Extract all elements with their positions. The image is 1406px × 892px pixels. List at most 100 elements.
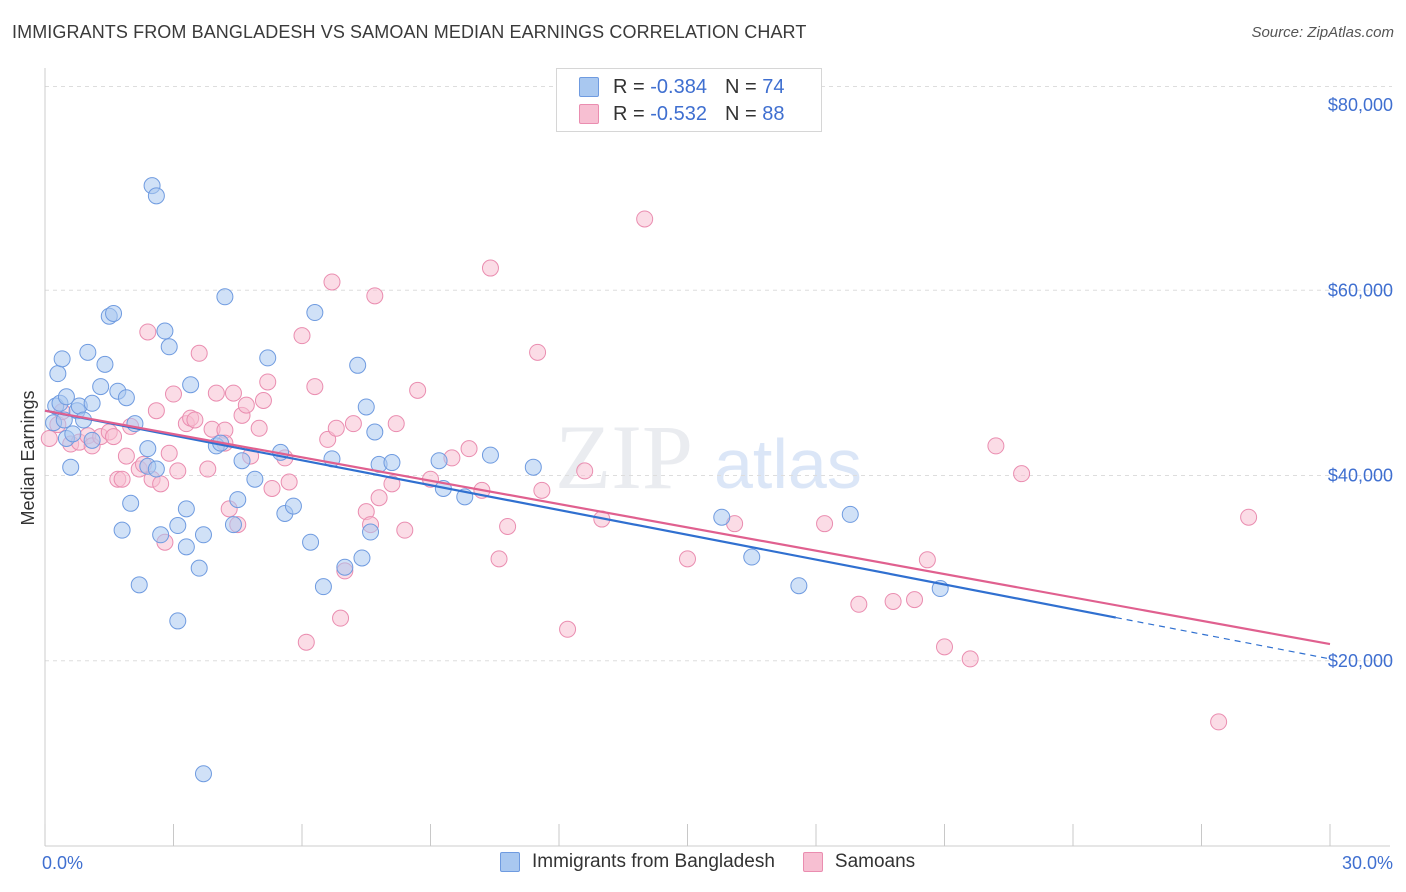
samoans-point: [636, 210, 654, 228]
gridlines: [45, 86, 1392, 662]
bangladesh-point: [259, 349, 277, 367]
samoans-point: [344, 415, 362, 433]
bangladesh-point: [147, 460, 165, 478]
samoans-point: [323, 273, 341, 291]
bangladesh-point: [524, 458, 542, 476]
legend-stats: R = -0.384 N = 74 R = -0.532 N = 88: [556, 68, 822, 132]
y-tick-label: $20,000: [1328, 651, 1393, 671]
y-tick-label: $60,000: [1328, 280, 1393, 300]
bangladesh-point: [177, 538, 195, 556]
samoans-points: [40, 210, 1258, 731]
samoans-point: [40, 429, 58, 447]
samoans-point: [529, 343, 547, 361]
samoans-point: [481, 259, 499, 277]
samoans-point: [1013, 465, 1031, 483]
bangladesh-point: [383, 454, 401, 472]
watermark-zip: ZIP: [555, 406, 693, 508]
samoans-point: [250, 419, 268, 437]
bangladesh-point: [224, 516, 242, 534]
bangladesh-point: [92, 378, 110, 396]
samoans-point: [533, 481, 551, 499]
legend-n-label: N =: [724, 102, 757, 125]
samoans-point: [936, 638, 953, 656]
samoans-point: [884, 592, 902, 610]
legend-item-bangladesh[interactable]: Immigrants from Bangladesh: [500, 851, 775, 873]
samoans-point: [576, 462, 594, 480]
legend-swatch-pink: [579, 104, 599, 124]
legend-row-samoans: R = -0.532 N = 88: [579, 102, 784, 126]
samoans-point: [254, 392, 272, 410]
bangladesh-point: [177, 500, 195, 518]
samoans-point: [490, 550, 508, 568]
samoans-point: [961, 650, 979, 668]
bangladesh-point: [194, 765, 212, 783]
bangladesh-point: [147, 187, 165, 205]
legend-r-label: R =: [613, 102, 645, 125]
bangladesh-point: [83, 394, 101, 412]
bangladesh-point: [229, 491, 247, 509]
bangladesh-point: [139, 440, 157, 458]
bangladesh-point: [130, 576, 148, 594]
samoans-point: [327, 419, 345, 437]
legend-item-samoans[interactable]: Samoans: [802, 851, 916, 873]
bangladesh-trend-line: [44, 409, 1117, 619]
samoans-point: [169, 462, 187, 480]
legend-swatch-pink: [802, 852, 823, 872]
bangladesh-point: [306, 304, 324, 322]
bangladesh-point: [841, 505, 859, 523]
bangladesh-point: [57, 388, 75, 406]
samoans-point: [207, 384, 225, 402]
bangladesh-point: [160, 338, 178, 356]
samoans-point: [306, 378, 324, 396]
bangladesh-point: [190, 559, 208, 577]
legend-swatch-blue: [500, 852, 520, 872]
samoans-point: [237, 396, 255, 414]
samoans-point: [259, 373, 277, 391]
samoans-point: [147, 402, 165, 420]
samoans-point: [224, 384, 242, 402]
bangladesh-point: [152, 526, 170, 544]
legend-n-value: 74: [762, 75, 785, 98]
bangladesh-point: [156, 322, 174, 340]
samoans-point: [679, 550, 696, 568]
bangladesh-point: [117, 389, 135, 407]
samoans-point: [293, 327, 311, 345]
bangladesh-point: [62, 458, 80, 476]
samoans-point: [280, 473, 298, 491]
bangladesh-point: [349, 356, 367, 374]
samoans-point: [816, 515, 834, 533]
x-ticks: [44, 824, 1331, 846]
bangladesh-trend-extension: [1115, 616, 1331, 660]
samoans-point: [139, 323, 157, 341]
legend-n-label: N =: [724, 75, 757, 98]
bangladesh-point: [362, 523, 380, 541]
samoans-point: [918, 551, 936, 569]
y-tick-label: $80,000: [1328, 95, 1393, 115]
x-tick-label-min: 0.0%: [42, 853, 83, 873]
samoans-point: [987, 437, 1005, 455]
bangladesh-point: [302, 533, 320, 551]
samoans-point: [152, 475, 170, 493]
samoans-point: [850, 595, 868, 613]
samoans-point: [186, 411, 204, 429]
samoans-point: [105, 428, 123, 446]
bangladesh-point: [113, 521, 131, 539]
bangladesh-point: [481, 446, 499, 464]
bangladesh-point: [336, 558, 354, 576]
bangladesh-point: [284, 497, 302, 515]
legend-n-value: 88: [762, 102, 785, 125]
legend-label: Samoans: [834, 851, 916, 872]
legend-series: Immigrants from Bangladesh Samoans: [500, 851, 943, 873]
samoans-point: [160, 444, 178, 462]
bangladesh-point: [49, 365, 67, 383]
y-axis-title: Median Earnings: [18, 390, 38, 525]
samoans-point: [906, 591, 924, 609]
bangladesh-point: [79, 343, 97, 361]
legend-row-bangladesh: R = -0.384 N = 74: [579, 75, 784, 99]
bangladesh-point: [430, 452, 448, 470]
bangladesh-point: [314, 578, 332, 596]
bangladesh-point: [216, 288, 234, 306]
samoans-point: [1240, 508, 1258, 526]
bangladesh-point: [790, 577, 808, 595]
bangladesh-point: [96, 355, 114, 373]
